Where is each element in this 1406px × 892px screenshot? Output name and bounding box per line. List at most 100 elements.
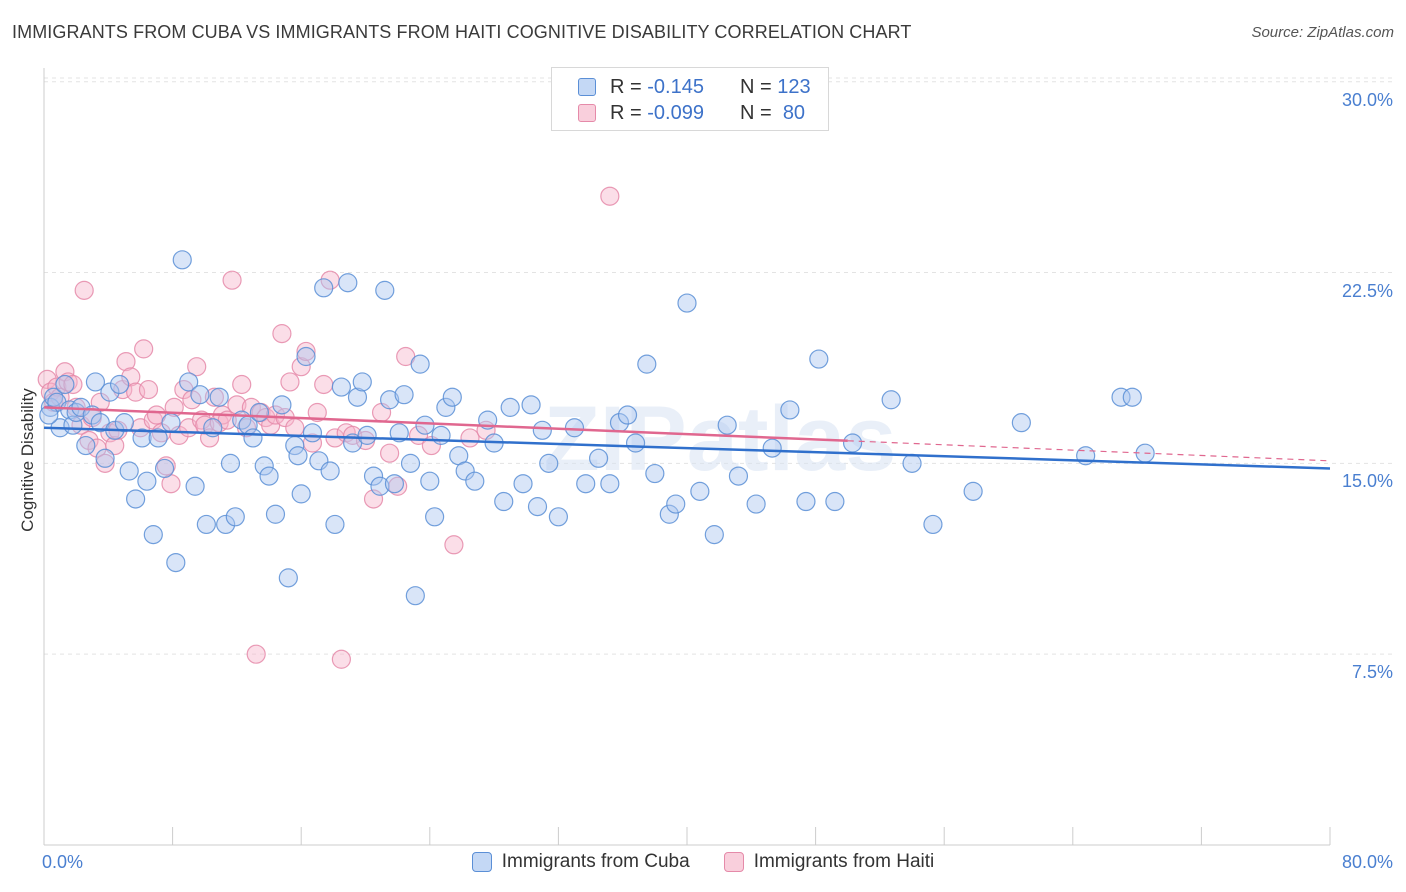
cuba-point-79: [465, 471, 485, 491]
cuba-point-76: [442, 387, 462, 407]
cuba-point-113: [881, 390, 901, 410]
cuba-point-95: [617, 405, 638, 425]
cuba-point-43: [265, 504, 286, 524]
r-value-haiti: -0.099: [647, 101, 704, 124]
cuba-point-34: [216, 514, 236, 535]
cuba-point-93: [600, 474, 620, 494]
cuba-point-63: [375, 280, 395, 300]
cuba-point-98: [645, 463, 665, 484]
cuba-point-96: [625, 433, 646, 453]
haiti-point-59: [296, 341, 316, 362]
haiti-point-62: [314, 374, 334, 395]
haiti-point-58: [291, 357, 311, 377]
cuba-legend-swatch: [471, 852, 492, 872]
cuba-point-14: [100, 382, 120, 402]
haiti-point-17: [105, 435, 125, 456]
cuba-point-111: [825, 491, 845, 512]
cuba-point-54: [325, 514, 345, 535]
haiti-point-40: [204, 387, 224, 407]
cuba-point-28: [179, 372, 199, 392]
haiti-point-15: [95, 453, 115, 473]
haiti-point-76: [444, 535, 464, 555]
cuba-point-116: [963, 481, 983, 501]
n-label: N =: [740, 101, 772, 124]
cuba-point-55: [331, 377, 351, 397]
haiti-swatch: [578, 104, 596, 122]
cuba-point-84: [513, 474, 533, 494]
n-value-cuba: 123: [777, 75, 811, 98]
cuba-point-73: [425, 507, 445, 527]
cuba-point-112: [842, 433, 863, 453]
haiti-point-56: [280, 372, 300, 392]
cuba-point-61: [363, 466, 384, 486]
cuba-point-31: [196, 514, 216, 535]
cuba-point-42: [259, 466, 279, 486]
haiti-point-79: [600, 186, 620, 206]
haiti-point-54: [272, 324, 292, 344]
y-tick-label-1: 15.0%: [1341, 471, 1393, 492]
cuba-point-102: [690, 481, 710, 501]
cuba-swatch: [578, 78, 596, 96]
haiti-point-71: [380, 443, 400, 463]
chart-title: IMMIGRANTS FROM CUBA VS IMMIGRANTS FROM …: [12, 22, 912, 42]
cuba-point-9: [76, 435, 96, 456]
haiti-point-45: [227, 395, 247, 415]
cuba-point-35: [220, 453, 241, 473]
cuba-point-26: [166, 552, 186, 573]
cuba-point-18: [119, 461, 139, 481]
x-tick-label-min: 0.0%: [42, 852, 84, 872]
cuba-point-58: [347, 387, 368, 407]
cuba-point-69: [405, 586, 425, 606]
cuba-point-41: [254, 456, 274, 476]
haiti-point-44: [222, 270, 242, 290]
cuba-point-23: [148, 428, 168, 448]
cuba-point-115: [923, 514, 943, 535]
cuba-point-71: [415, 415, 435, 435]
legend-item-cuba[interactable]: Immigrants from Cuba: [471, 851, 690, 873]
cuba-point-109: [796, 491, 816, 512]
haiti-trend-line: [43, 406, 848, 443]
cuba-point-103: [704, 525, 724, 545]
cuba-point-21: [137, 471, 157, 491]
cuba-point-29: [185, 476, 205, 496]
x-tick-label-max: 80.0%: [1341, 852, 1393, 872]
cuba-point-89: [548, 507, 569, 527]
cuba-point-100: [666, 494, 686, 514]
cuba-point-82: [494, 491, 514, 512]
cuba-point-49: [296, 346, 316, 367]
cuba-point-99: [659, 504, 679, 524]
haiti-point-10: [74, 280, 94, 300]
haiti-point-77: [460, 428, 480, 448]
r-value-cuba: -0.145: [647, 75, 704, 98]
cuba-point-97: [637, 354, 657, 374]
legend-item-haiti[interactable]: Immigrants from Haiti: [723, 851, 934, 873]
cuba-point-24: [154, 458, 175, 479]
cuba-point-119: [1111, 387, 1131, 407]
haiti-point-21: [121, 367, 141, 387]
cuba-point-87: [532, 420, 552, 440]
cuba-point-66: [389, 423, 409, 443]
haiti-point-65: [331, 649, 351, 669]
cuba-point-106: [746, 494, 766, 514]
cuba-point-48: [291, 484, 311, 504]
cuba-point-88: [539, 453, 559, 473]
cuba-point-59: [352, 372, 372, 392]
cuba-point-83: [500, 397, 520, 417]
cuba-point-22: [143, 525, 163, 545]
cuba-point-52: [314, 278, 334, 298]
watermark: ZIPatlas: [544, 388, 897, 490]
cuba-point-40: [249, 402, 270, 423]
haiti-point-49: [246, 644, 266, 664]
cuba-point-25: [161, 413, 181, 433]
cuba-trend-line: [43, 426, 1331, 470]
stats-legend-row-cuba: R = -0.145 N = 123: [552, 74, 811, 100]
cuba-point-19: [126, 489, 146, 509]
cuba-point-78: [455, 461, 475, 481]
y-axis-label: Cognitive Disability: [18, 388, 37, 532]
cuba-point-65: [384, 474, 405, 494]
cuba-point-104: [717, 415, 737, 435]
cuba-point-56: [338, 273, 358, 293]
cuba-point-92: [588, 448, 609, 468]
cuba-point-122: [39, 405, 59, 425]
cuba-point-110: [809, 349, 829, 369]
